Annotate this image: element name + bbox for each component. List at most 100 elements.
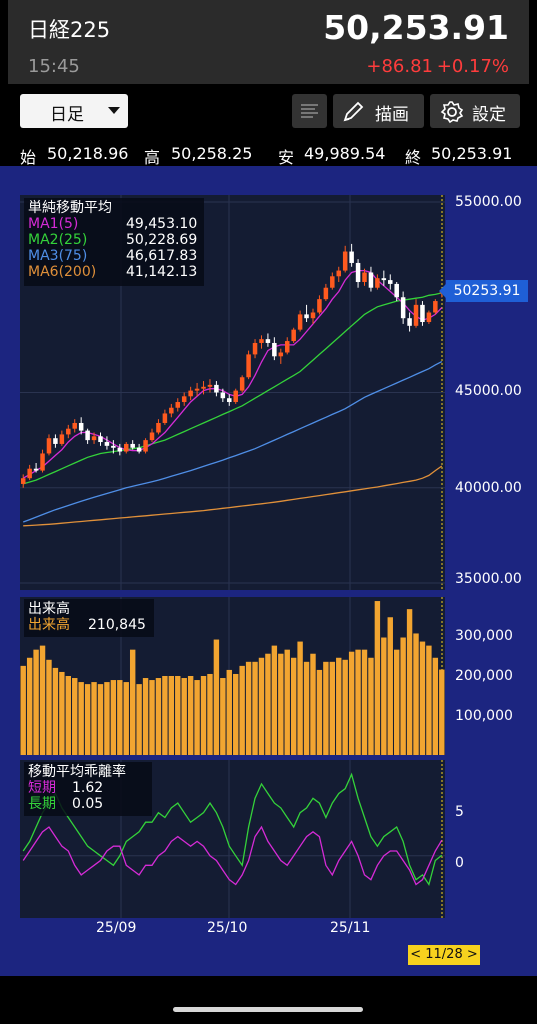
volume-bar xyxy=(207,673,213,755)
volume-bar xyxy=(194,680,200,755)
volume-bar xyxy=(46,659,52,755)
ohlc-bar: 始 50,218.96 高 50,258.25 安 49,989.54 終 50… xyxy=(0,144,537,167)
volume-bar xyxy=(104,682,110,755)
candle-body xyxy=(220,392,226,399)
last-price-tag: 50253.91 xyxy=(439,280,528,302)
period-label: 日足 xyxy=(50,105,84,125)
candle-body xyxy=(233,390,238,403)
candle-body xyxy=(239,377,245,391)
period-dropdown[interactable]: 日足 xyxy=(20,94,128,128)
candle-body xyxy=(111,445,116,448)
volume-bar xyxy=(123,682,129,755)
candle-body xyxy=(246,354,251,378)
candle-body xyxy=(265,339,271,343)
candle-body xyxy=(175,402,181,408)
volume-tick: 100,000 xyxy=(455,708,513,724)
volume-bar xyxy=(381,637,387,755)
price-change-percent: +0.17% xyxy=(436,56,509,77)
candle-body xyxy=(20,478,26,484)
index-header: 日経225 50,253.91 15:45 +86.81 +0.17% xyxy=(8,0,529,84)
volume-bar xyxy=(323,661,329,755)
price-tick: 45000.00 xyxy=(455,383,522,399)
volume-chart-svg xyxy=(20,597,445,755)
close-value: 50,253.91 xyxy=(431,144,513,163)
candle-body xyxy=(388,280,393,284)
volume-bar xyxy=(297,641,303,755)
candle-body xyxy=(169,407,174,414)
candle-body xyxy=(181,396,187,403)
high-label: 高 xyxy=(144,148,161,167)
volume-bar xyxy=(271,645,278,755)
current-price: 50,253.91 xyxy=(323,8,509,47)
volume-bar xyxy=(348,651,355,755)
date-cursor-tag[interactable]: < 11/28 > xyxy=(408,945,480,965)
ma3-value: 46,617.83 xyxy=(126,248,198,264)
settings-button[interactable]: 設定 xyxy=(430,94,520,128)
long-deviation-line xyxy=(22,772,443,887)
candle-body xyxy=(40,453,45,471)
candle-body xyxy=(188,390,193,397)
candle-body xyxy=(149,432,155,441)
candle-body xyxy=(143,440,148,452)
candle-body xyxy=(297,314,303,330)
candle-body xyxy=(130,443,135,448)
volume-bar xyxy=(91,682,97,755)
volume-bar xyxy=(284,649,290,755)
volume-bar xyxy=(252,661,258,755)
price-change: +86.81 xyxy=(366,56,433,77)
deviation-legend-title: 移動平均乖離率 xyxy=(28,764,126,780)
volume-bar xyxy=(439,669,445,755)
candle-body xyxy=(323,287,329,300)
deviation-tick: 0 xyxy=(455,855,464,871)
draw-button[interactable]: 描画 xyxy=(333,94,424,128)
ma-legend: 単純移動平均 MA1(5) 49,453.10 MA2(25) 50,228.69 … xyxy=(24,198,204,286)
candle-body xyxy=(207,384,213,387)
volume-bar xyxy=(84,684,91,755)
candle-body xyxy=(330,276,335,288)
long-value: 0.05 xyxy=(72,796,104,812)
volume-bar xyxy=(387,617,393,755)
high-value: 50,258.25 xyxy=(171,144,253,163)
candle-body xyxy=(136,447,142,452)
list-icon xyxy=(301,104,318,118)
indicator-list-button[interactable] xyxy=(292,94,327,128)
candle-body xyxy=(349,251,354,263)
candle-body xyxy=(394,283,399,298)
volume-name: 出来高 xyxy=(28,617,70,633)
x-tick: 25/09 xyxy=(96,920,137,936)
volume-bar xyxy=(400,637,406,755)
volume-legend-title: 出来高 xyxy=(28,601,70,617)
volume-bar xyxy=(65,676,71,755)
candle-body xyxy=(104,442,110,446)
candle-body xyxy=(426,312,432,323)
volume-bar xyxy=(426,645,432,755)
volume-value: 210,845 xyxy=(88,617,146,633)
volume-bar xyxy=(419,641,426,755)
candle-body xyxy=(336,270,342,277)
x-tick: 25/10 xyxy=(207,920,248,936)
ma6-name: MA6(200) xyxy=(28,264,97,280)
volume-bar xyxy=(20,665,26,755)
volume-bar xyxy=(368,657,374,755)
pencil-icon xyxy=(343,101,364,122)
volume-bar xyxy=(361,649,368,755)
volume-bar xyxy=(59,671,65,755)
candle-body xyxy=(78,422,84,431)
volume-bar xyxy=(336,657,342,755)
short-deviation-line xyxy=(22,825,443,886)
settings-label: 設定 xyxy=(472,105,506,125)
volume-bar xyxy=(329,661,336,755)
ma-legend-title: 単純移動平均 xyxy=(28,200,112,216)
x-tick: 25/11 xyxy=(330,920,371,936)
candle-body xyxy=(291,329,296,342)
volume-bar xyxy=(97,684,104,755)
home-indicator[interactable] xyxy=(173,1007,363,1012)
volume-bar xyxy=(278,653,284,755)
deviation-legend: 移動平均乖離率 短期 1.62 長期 0.05 xyxy=(24,762,152,816)
candle-body xyxy=(46,438,52,454)
ma2-value: 50,228.69 xyxy=(126,232,198,248)
short-name: 短期 xyxy=(28,780,56,796)
ma2-line xyxy=(23,292,442,485)
candle-body xyxy=(310,312,316,319)
volume-bar xyxy=(220,678,226,755)
